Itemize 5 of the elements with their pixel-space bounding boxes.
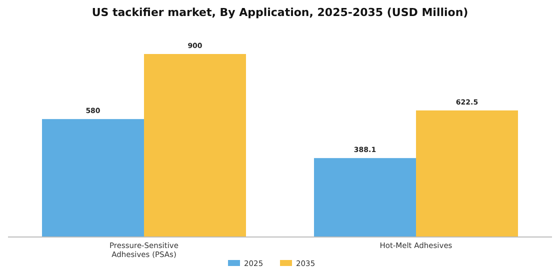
bar [42, 119, 144, 237]
chart-title: US tackifier market, By Application, 2025-2035 (USD Million) [92, 6, 468, 19]
bar [144, 54, 246, 237]
bar [416, 110, 518, 237]
bar [314, 158, 416, 237]
